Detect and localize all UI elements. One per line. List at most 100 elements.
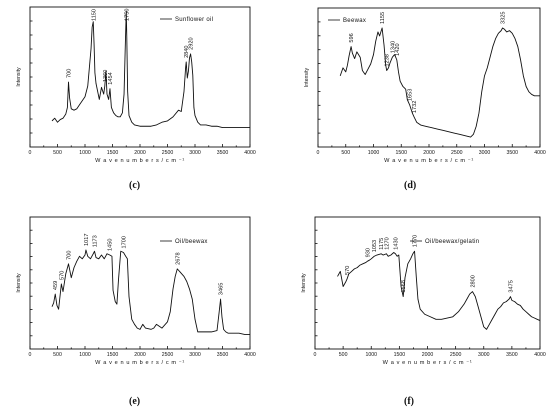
x-tick-label: 1000 (79, 352, 91, 358)
peak-label: 1150 (91, 9, 97, 21)
spectrum-panel-beewax: 0 500 1000 1500 2000 2500 3000 3500 4000 W a v e … (275, 0, 550, 178)
peak-label: 1238 (385, 54, 391, 66)
peak-label: 2800 (471, 275, 477, 287)
peak-label: 1653 (408, 89, 414, 101)
spectrum-chart-d: 0 500 1000 1500 2000 2500 3000 3500 4000 W a v e … (304, 7, 546, 164)
caption-e: (e) (129, 396, 141, 407)
peak-label: 1017 (84, 234, 90, 246)
spectrum-chart-c: 0 500 1000 1500 2000 2500 3000 3500 4000 W a v e … (16, 6, 256, 164)
x-tick-label: 4000 (244, 352, 256, 358)
peak-label: 570 (345, 266, 351, 275)
y-axis-label: Intensity (304, 67, 310, 87)
x-tick-label: 2000 (134, 352, 146, 358)
peak-label: 700 (67, 69, 73, 78)
x-axis-label: W a v e n u m b e r s / c m ⁻¹ (95, 360, 185, 366)
spectrum-line (51, 249, 250, 335)
spectrum-chart-f: 0 500 1000 1500 2000 2500 3000 3500 4000 W a v e … (301, 216, 546, 366)
spectrum-line (339, 27, 540, 138)
legend-label: Oil/beewax (175, 239, 208, 245)
peak-label: 1732 (412, 101, 418, 113)
peak-label: 3325 (501, 12, 507, 24)
peak-label: 1360 (103, 70, 109, 82)
x-tick-label: 500 (53, 352, 62, 358)
peak-label: 1568 (401, 280, 407, 292)
x-tick-label: 3000 (189, 352, 201, 358)
caption-d: (d) (404, 180, 417, 191)
peak-label: 1750 (124, 9, 130, 21)
x-tick-label: 2500 (450, 352, 462, 358)
x-tick-label: 3500 (217, 150, 229, 156)
peak-label: 2840 (184, 45, 190, 57)
x-tick-label: 2500 (451, 150, 463, 156)
peak-label: 1454 (108, 72, 114, 84)
peak-label: 596 (349, 33, 355, 42)
x-axis-label: W a v e n u m b e r s / c m ⁻¹ (384, 158, 474, 164)
x-tick-label: 2500 (162, 352, 174, 358)
legend-label: Beewax (343, 18, 366, 24)
y-axis-label: Intensity (16, 273, 22, 293)
peak-label: 570 (59, 271, 65, 280)
y-axis-label: Intensity (301, 273, 307, 293)
x-tick-label: 3000 (478, 352, 490, 358)
spectrum-panel-oil-beewax-gelatin: 0 500 1000 1500 2000 2500 3000 3500 4000 W a v e … (275, 208, 550, 386)
spectrum-panel-oil-beewax: 0 500 1000 1500 2000 2500 3000 3500 4000 W a v e … (0, 208, 275, 386)
peak-label: 1700 (122, 236, 128, 248)
x-tick-label: 4000 (244, 150, 256, 156)
x-tick-label: 1000 (368, 150, 380, 156)
x-tick-label: 4000 (534, 150, 546, 156)
x-tick-label: 1000 (79, 150, 91, 156)
x-tick-label: 0 (317, 150, 320, 156)
spectrum-panel-sunflower-oil: 0 500 1000 1500 2000 2500 3000 3500 4000 W a v e … (0, 0, 275, 178)
legend-label: Sunflower oil (175, 17, 213, 23)
x-tick-label: 3000 (479, 150, 491, 156)
peak-label: 1430 (393, 237, 399, 249)
x-tick-label: 500 (339, 352, 348, 358)
x-tick-label: 3500 (506, 150, 518, 156)
caption-f: (f) (404, 396, 414, 407)
x-tick-label: 1500 (107, 352, 119, 358)
x-tick-label: 2000 (423, 150, 435, 156)
peak-label: 700 (67, 250, 73, 259)
peak-label: 3475 (508, 280, 514, 292)
x-axis-label: W a v e n u m b e r s / c m ⁻¹ (95, 158, 185, 164)
x-tick-label: 0 (29, 352, 32, 358)
peak-label: 1340 (390, 41, 396, 53)
peak-label: 1175 (379, 238, 385, 250)
caption-c: (c) (129, 180, 141, 191)
x-tick-label: 0 (314, 352, 317, 358)
x-tick-label: 500 (341, 150, 350, 156)
spectrum-chart-e: 0 500 1000 1500 2000 2500 3000 3500 4000 W a v e … (16, 216, 256, 366)
x-tick-label: 0 (29, 150, 32, 156)
peak-label: 1173 (93, 235, 99, 247)
peak-label: 1053 (372, 240, 378, 252)
x-tick-label: 500 (53, 150, 62, 156)
x-tick-label: 1500 (395, 150, 407, 156)
x-tick-label: 1000 (365, 352, 377, 358)
peak-label: 1450 (108, 239, 114, 251)
x-tick-label: 2000 (422, 352, 434, 358)
spectrum-line (51, 10, 250, 129)
peak-label: 459 (53, 281, 59, 290)
x-tick-label: 3500 (506, 352, 518, 358)
legend-label: Oil/beewax/gelatin (425, 239, 479, 245)
plot-frame (314, 216, 541, 350)
peak-label: 2678 (175, 252, 181, 264)
peak-label: 3465 (219, 283, 225, 295)
x-tick-label: 2500 (162, 150, 174, 156)
peak-label: 1420 (395, 43, 401, 55)
x-tick-label: 1500 (107, 150, 119, 156)
x-tick-label: 3000 (189, 150, 201, 156)
peak-label: 930 (365, 248, 371, 257)
x-axis-label: W a v e n u m b e r s / c m ⁻¹ (383, 360, 473, 366)
x-tick-label: 4000 (534, 352, 546, 358)
x-tick-label: 3500 (217, 352, 229, 358)
plot-frame (317, 7, 541, 148)
peak-label: 1155 (380, 12, 386, 24)
x-tick-label: 2000 (134, 150, 146, 156)
y-axis-label: Intensity (16, 67, 22, 87)
x-tick-label: 1500 (394, 352, 406, 358)
peak-label: 1770 (413, 235, 419, 247)
peak-label: 1270 (384, 237, 390, 249)
spectrum-line (337, 250, 541, 330)
peak-label: 2920 (189, 37, 195, 49)
